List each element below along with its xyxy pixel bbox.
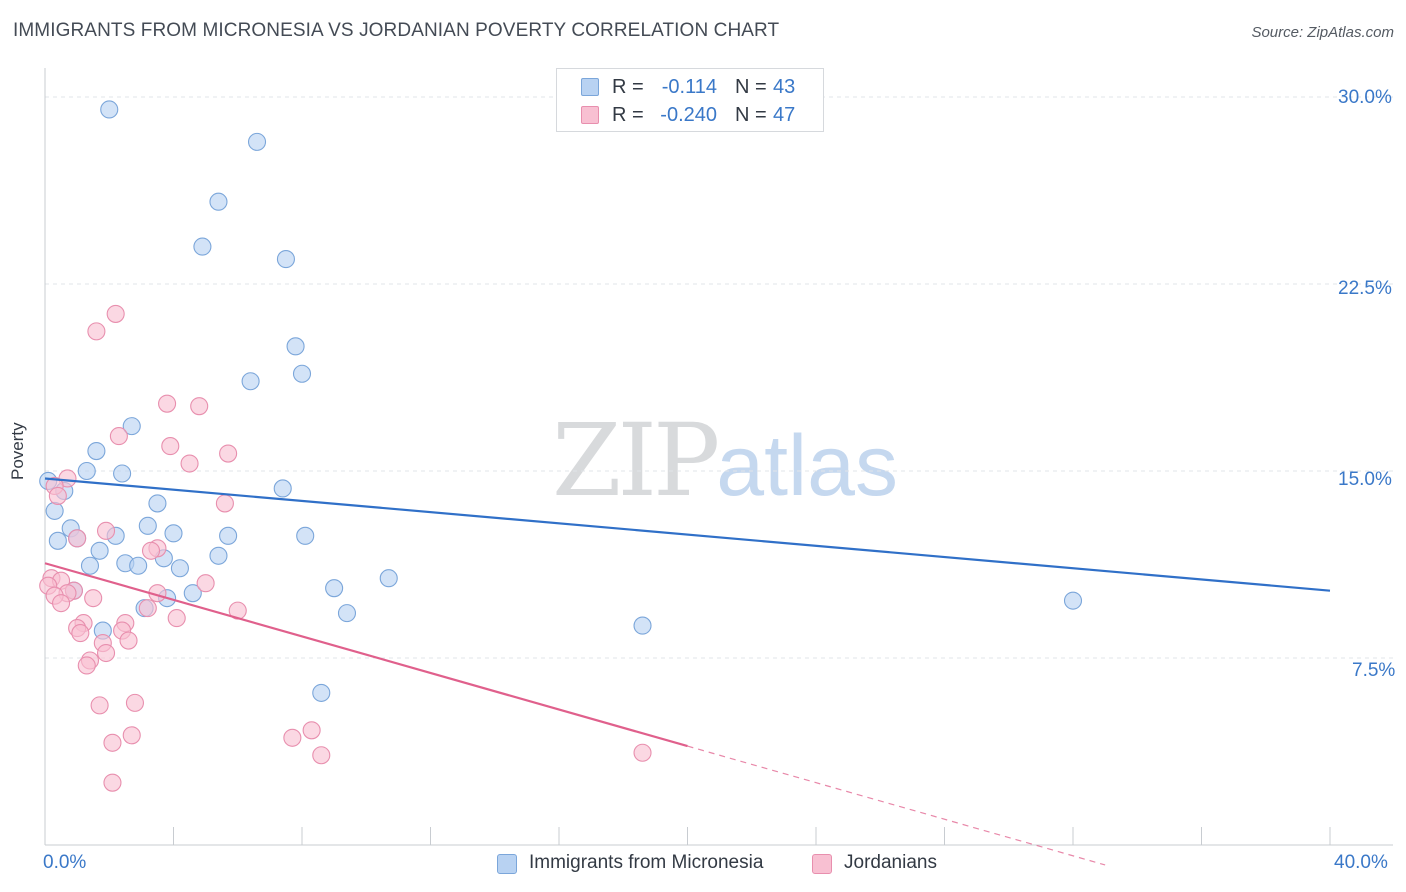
- chart-title: IMMIGRANTS FROM MICRONESIA VS JORDANIAN …: [13, 20, 780, 41]
- data-point-jordanians: [96, 643, 116, 663]
- data-point-jordanians: [161, 437, 180, 456]
- data-point-jordanians: [68, 529, 87, 548]
- data-point-micronesia: [45, 501, 64, 520]
- watermark: ZIPatlas: [552, 402, 898, 519]
- data-point-micronesia: [113, 464, 132, 483]
- data-point-jordanians: [215, 494, 234, 513]
- data-point-jordanians: [138, 599, 157, 618]
- data-point-jordanians: [103, 733, 122, 752]
- data-point-jordanians: [141, 541, 161, 560]
- data-point-jordanians: [109, 427, 128, 446]
- data-point-micronesia: [247, 132, 267, 151]
- data-point-jordanians: [77, 656, 96, 675]
- data-point-jordanians: [122, 726, 141, 745]
- data-point-jordanians: [180, 454, 199, 473]
- source-label: Source: ZipAtlas.com: [1251, 24, 1394, 41]
- data-point-jordanians: [103, 773, 122, 792]
- data-point-micronesia: [77, 461, 96, 481]
- data-point-micronesia: [337, 604, 357, 623]
- data-point-micronesia: [148, 494, 167, 513]
- x-tick-label-max: 40.0%: [1334, 852, 1388, 873]
- data-point-micronesia: [296, 526, 315, 545]
- x-tick-label-min: 0.0%: [43, 852, 87, 873]
- data-point-micronesia: [1063, 591, 1083, 610]
- data-point-jordanians: [119, 631, 138, 650]
- data-point-micronesia: [122, 417, 141, 436]
- data-point-micronesia: [183, 584, 202, 603]
- data-point-jordanians: [125, 693, 144, 712]
- legend-n-label: N =: [735, 104, 767, 126]
- data-point-micronesia: [219, 526, 238, 545]
- legend-r-value: -0.240: [660, 104, 717, 126]
- data-point-jordanians: [84, 589, 103, 608]
- legend-r-value: -0.114: [661, 76, 717, 98]
- legend-n-value: 43: [773, 76, 796, 98]
- legend-n-label: N =: [735, 76, 767, 98]
- legend-r-label: R =: [612, 76, 644, 98]
- data-point-jordanians: [96, 521, 116, 540]
- data-point-jordanians: [190, 397, 209, 416]
- data-point-jordanians: [219, 444, 238, 463]
- legend-r-label: R =: [612, 104, 644, 126]
- data-point-micronesia: [276, 250, 295, 269]
- watermark-atlas: atlas: [716, 418, 898, 514]
- data-point-jordanians: [48, 486, 67, 505]
- data-point-micronesia: [170, 559, 189, 578]
- data-point-micronesia: [138, 516, 157, 535]
- data-point-micronesia: [90, 541, 109, 560]
- data-point-jordanians: [90, 696, 109, 715]
- data-point-jordanians: [633, 743, 652, 762]
- data-point-jordanians: [283, 728, 302, 747]
- data-point-jordanians: [52, 594, 71, 613]
- legend-n-value: 47: [773, 104, 796, 126]
- data-point-jordanians: [158, 394, 177, 413]
- trend-line-extension-jordanians: [687, 745, 1106, 866]
- data-point-jordanians: [71, 624, 90, 643]
- data-point-micronesia: [379, 569, 398, 588]
- data-point-micronesia: [209, 546, 228, 565]
- data-point-micronesia: [80, 556, 100, 575]
- legend-row-jordanians: R = -0.240 N = 47: [557, 101, 823, 129]
- data-point-micronesia: [87, 442, 106, 461]
- data-point-micronesia: [292, 364, 312, 383]
- y-tick-label-30: 30.0%: [1338, 87, 1392, 108]
- data-point-micronesia: [48, 531, 67, 550]
- y-tick-label-7-5: 7.5%: [1352, 660, 1396, 681]
- legend-swatch-pink: [581, 106, 599, 124]
- y-axis-label: Poverty: [8, 422, 27, 480]
- bottom-legend-label: Immigrants from Micronesia: [529, 852, 764, 873]
- bottom-legend-swatch-blue: [497, 854, 517, 874]
- bottom-legend-label: Jordanians: [844, 852, 937, 873]
- trend-line-micronesia: [44, 477, 1331, 592]
- data-point-jordanians: [106, 304, 125, 323]
- y-tick-label-22-5: 22.5%: [1338, 278, 1392, 299]
- data-point-micronesia: [129, 556, 148, 575]
- watermark-zip: ZIP: [552, 402, 720, 519]
- data-point-micronesia: [273, 479, 292, 498]
- data-point-micronesia: [100, 100, 119, 119]
- data-point-micronesia: [633, 616, 652, 635]
- correlation-legend: R = -0.114 N = 43 R = -0.240 N = 47: [556, 68, 824, 132]
- data-point-micronesia: [209, 192, 228, 211]
- legend-row-micronesia: R = -0.114 N = 43: [557, 73, 823, 101]
- data-point-micronesia: [312, 683, 331, 702]
- data-point-micronesia: [164, 524, 183, 543]
- legend-swatch-blue: [581, 78, 599, 96]
- trend-line-jordanians: [44, 562, 688, 748]
- data-point-jordanians: [312, 746, 331, 765]
- data-point-micronesia: [241, 372, 260, 391]
- data-point-jordanians: [196, 574, 215, 593]
- data-point-micronesia: [325, 579, 344, 598]
- data-point-jordanians: [167, 609, 186, 628]
- data-point-micronesia: [286, 337, 305, 356]
- data-point-micronesia: [193, 237, 212, 256]
- y-tick-label-15: 15.0%: [1338, 469, 1392, 490]
- bottom-legend-swatch-pink: [812, 854, 832, 874]
- data-point-jordanians: [302, 721, 321, 740]
- data-point-jordanians: [87, 322, 106, 341]
